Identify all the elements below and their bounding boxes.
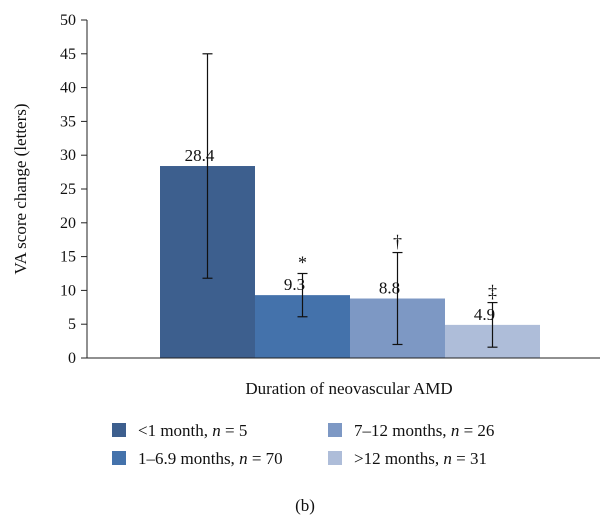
- legend-swatch: [112, 451, 126, 465]
- legend-item: 1–6.9 months, n = 70: [112, 449, 283, 468]
- data-label: 4.9: [474, 305, 495, 324]
- y-tick-label: 15: [60, 249, 76, 266]
- panel-label: (b): [295, 496, 315, 515]
- y-tick-label: 30: [60, 147, 76, 164]
- y-tick-label: 35: [60, 113, 76, 130]
- significance-marker: ‡: [488, 282, 497, 302]
- y-axis-title: VA score change (letters): [11, 103, 30, 274]
- data-label: 8.8: [379, 279, 400, 298]
- y-tick-label: 0: [68, 350, 76, 367]
- error-bars: [202, 53, 498, 348]
- legend-label: 7–12 months, n = 26: [354, 421, 494, 440]
- data-labels: 28.4 9.3 * 8.8 † 4.9 ‡: [185, 146, 497, 324]
- legend-swatch: [328, 423, 342, 437]
- data-label: 9.3: [284, 275, 305, 294]
- data-label: 28.4: [185, 146, 215, 165]
- error-bar: [297, 272, 308, 318]
- significance-marker: †: [393, 232, 402, 252]
- legend-swatch: [112, 423, 126, 437]
- legend-swatch: [328, 451, 342, 465]
- legend-item: 7–12 months, n = 26: [328, 421, 494, 440]
- legend-label: >12 months, n = 31: [354, 449, 487, 468]
- error-bar: [392, 251, 403, 346]
- y-tick-label: 10: [60, 282, 76, 299]
- error-bar: [487, 301, 498, 348]
- y-axis: 0 5 10 15 20 25 30 35 40 45 50: [60, 12, 88, 367]
- legend-item: >12 months, n = 31: [328, 449, 487, 468]
- significance-marker: *: [298, 253, 307, 273]
- legend-label: <1 month, n = 5: [138, 421, 247, 440]
- legend: <1 month, n = 5 1–6.9 months, n = 70 7–12 …: [112, 421, 494, 468]
- x-axis-title: Duration of neovascular AMD: [245, 379, 452, 398]
- bars: [160, 166, 540, 358]
- error-bar: [202, 53, 213, 279]
- y-tick-label: 20: [60, 215, 76, 232]
- legend-item: <1 month, n = 5: [112, 421, 247, 440]
- y-tick-label: 45: [60, 46, 76, 63]
- y-tick-label: 5: [68, 316, 76, 333]
- y-tick-label: 50: [60, 12, 76, 29]
- legend-label: 1–6.9 months, n = 70: [138, 449, 283, 468]
- y-tick-label: 40: [60, 80, 76, 97]
- y-tick-label: 25: [60, 181, 76, 198]
